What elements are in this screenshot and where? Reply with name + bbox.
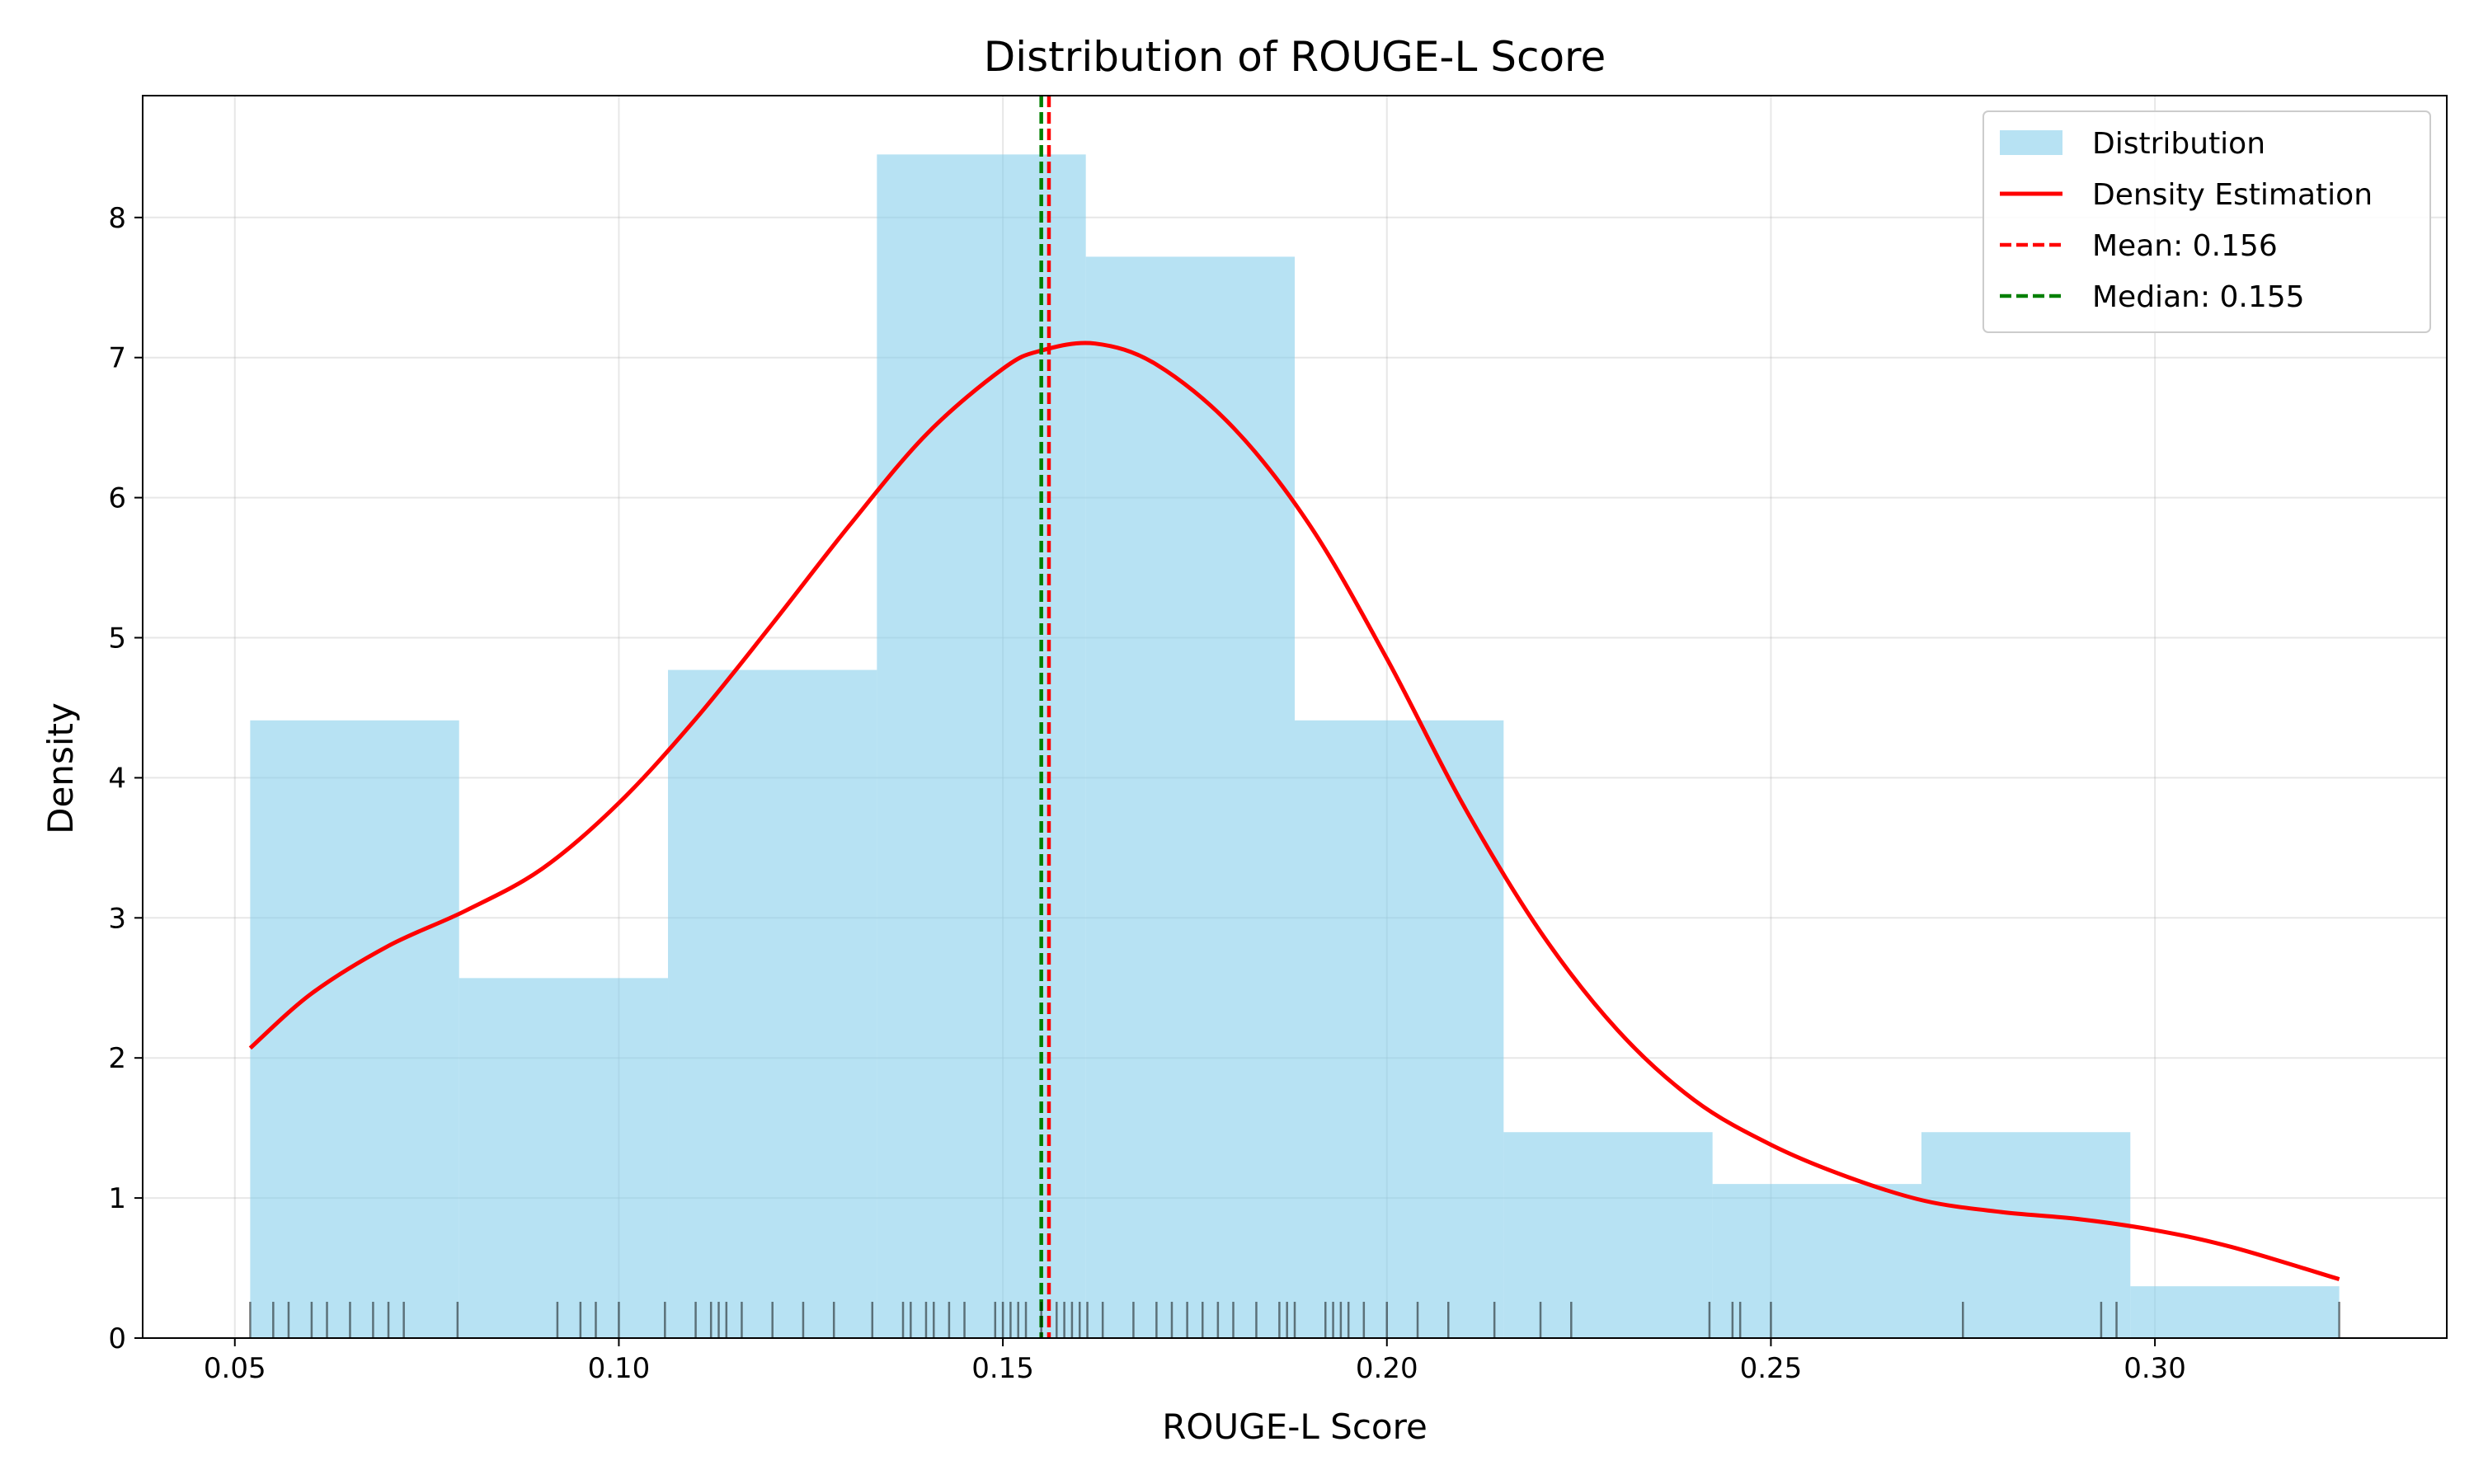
histogram-bar bbox=[1085, 256, 1295, 1338]
y-tick-label: 6 bbox=[108, 482, 126, 515]
legend-box bbox=[1982, 110, 2431, 333]
histogram-bars bbox=[250, 154, 2340, 1338]
y-tick-label: 8 bbox=[108, 202, 126, 235]
x-tick-label: 0.15 bbox=[971, 1352, 1034, 1385]
histogram-bar bbox=[1503, 1132, 1713, 1338]
x-tick-label: 0.10 bbox=[588, 1352, 651, 1385]
mean-median-lines bbox=[1039, 96, 1051, 1338]
legend-label: Density Estimation bbox=[2092, 178, 2373, 212]
legend-label: Distribution bbox=[2092, 127, 2265, 161]
x-tick-label: 0.25 bbox=[1740, 1352, 1803, 1385]
x-axis-label: ROUGE-L Score bbox=[1162, 1407, 1427, 1447]
histogram-bar bbox=[250, 720, 459, 1338]
y-tick-label: 0 bbox=[108, 1322, 126, 1355]
histogram-bar bbox=[459, 978, 669, 1338]
chart-title: Distribution of ROUGE-L Score bbox=[984, 33, 1606, 81]
y-tick-label: 3 bbox=[108, 902, 126, 935]
y-tick-label: 4 bbox=[108, 762, 126, 795]
legend-label: Median: 0.155 bbox=[2092, 280, 2305, 314]
histogram-bar bbox=[877, 154, 1086, 1338]
legend-swatch-distribution bbox=[2000, 130, 2062, 155]
x-tick-label: 0.30 bbox=[2124, 1352, 2186, 1385]
plot-frame bbox=[142, 95, 2448, 1339]
histogram-bar bbox=[1921, 1132, 2131, 1338]
y-axis-ticks: 0 1 2 3 4 5 6 7 8 bbox=[108, 202, 143, 1355]
legend-label: Mean: 0.156 bbox=[2092, 229, 2278, 263]
x-tick-label: 0.05 bbox=[204, 1352, 266, 1385]
rug-marks bbox=[249, 1302, 2340, 1338]
kde-curve-layer bbox=[248, 340, 2340, 1281]
y-tick-label: 2 bbox=[108, 1042, 126, 1075]
y-tick-label: 7 bbox=[108, 342, 126, 375]
histogram-bar bbox=[2130, 1286, 2340, 1338]
histogram-bar bbox=[1295, 720, 1504, 1338]
x-tick-label: 0.20 bbox=[1356, 1352, 1418, 1385]
legend: Distribution Density Estimation Mean: 0.15… bbox=[1982, 110, 2431, 333]
y-tick-label: 1 bbox=[108, 1182, 126, 1215]
kde-curve bbox=[248, 340, 2340, 1281]
y-axis-label: Density bbox=[40, 702, 81, 834]
histogram-bar bbox=[668, 669, 877, 1338]
y-tick-label: 5 bbox=[108, 622, 126, 655]
x-axis-ticks: 0.05 0.10 0.15 0.20 0.25 0.30 bbox=[204, 1338, 2186, 1385]
histogram-bar bbox=[1712, 1184, 1921, 1338]
